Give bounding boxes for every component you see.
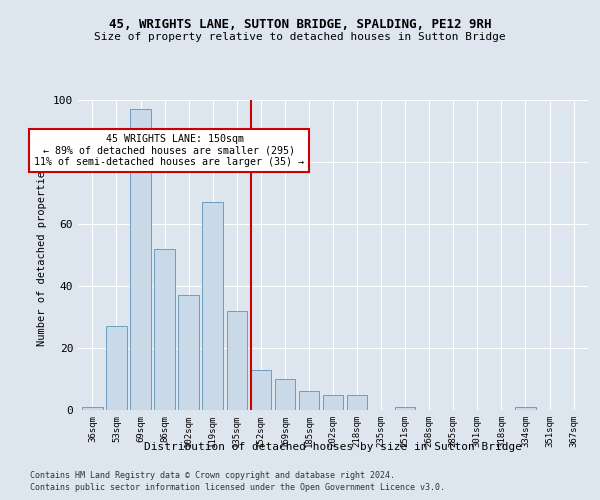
Bar bbox=[395, 407, 415, 410]
Text: Contains public sector information licensed under the Open Government Licence v3: Contains public sector information licen… bbox=[30, 484, 445, 492]
Bar bbox=[323, 394, 343, 410]
Bar bbox=[106, 326, 127, 410]
Text: Distribution of detached houses by size in Sutton Bridge: Distribution of detached houses by size … bbox=[144, 442, 522, 452]
Bar bbox=[275, 379, 295, 410]
Bar bbox=[178, 296, 199, 410]
Bar bbox=[82, 407, 103, 410]
Bar bbox=[227, 311, 247, 410]
Text: 45, WRIGHTS LANE, SUTTON BRIDGE, SPALDING, PE12 9RH: 45, WRIGHTS LANE, SUTTON BRIDGE, SPALDIN… bbox=[109, 18, 491, 30]
Text: Size of property relative to detached houses in Sutton Bridge: Size of property relative to detached ho… bbox=[94, 32, 506, 42]
Text: Contains HM Land Registry data © Crown copyright and database right 2024.: Contains HM Land Registry data © Crown c… bbox=[30, 471, 395, 480]
Bar bbox=[515, 407, 536, 410]
Bar bbox=[202, 202, 223, 410]
Bar bbox=[251, 370, 271, 410]
Bar bbox=[154, 249, 175, 410]
Bar bbox=[299, 392, 319, 410]
Text: 45 WRIGHTS LANE: 150sqm
← 89% of detached houses are smaller (295)
11% of semi-d: 45 WRIGHTS LANE: 150sqm ← 89% of detache… bbox=[34, 134, 304, 168]
Bar bbox=[347, 394, 367, 410]
Bar bbox=[130, 110, 151, 410]
Y-axis label: Number of detached properties: Number of detached properties bbox=[37, 164, 47, 346]
